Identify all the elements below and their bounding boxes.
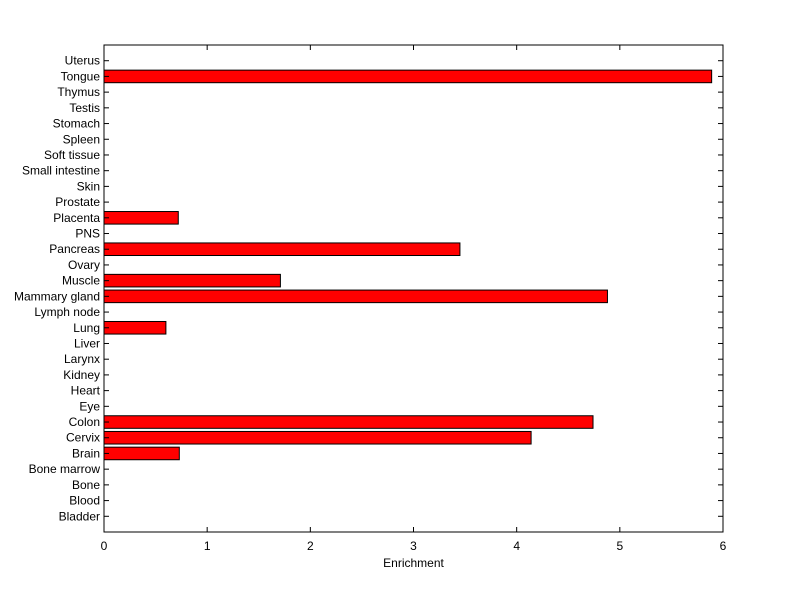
y-tick-label-small-intestine: Small intestine	[22, 164, 100, 178]
y-tick-label-lung: Lung	[73, 321, 100, 335]
y-tick-label-bone-marrow: Bone marrow	[29, 462, 101, 476]
bars-group	[103, 69, 713, 461]
y-tick-label-skin: Skin	[77, 179, 100, 193]
x-axis-title: Enrichment	[383, 556, 444, 570]
y-tick-label-tongue: Tongue	[61, 69, 101, 83]
y-tick-label-blood: Blood	[69, 494, 100, 508]
y-tick-label-pancreas: Pancreas	[49, 242, 100, 256]
y-tick-label-brain: Brain	[72, 446, 100, 460]
y-tick-label-prostate: Prostate	[55, 195, 100, 209]
y-tick-label-kidney: Kidney	[63, 368, 100, 382]
y-tick-label-larynx: Larynx	[64, 352, 100, 366]
y-tick-label-placenta: Placenta	[53, 211, 100, 225]
y-tick-label-mammary-gland: Mammary gland	[14, 289, 100, 303]
plot-frame	[103, 44, 724, 533]
x-tick-label: 6	[720, 539, 727, 553]
y-tick-label-eye: Eye	[79, 399, 100, 413]
bar-cervix	[103, 430, 532, 445]
bar-brain	[103, 446, 180, 461]
bar-muscle	[103, 273, 281, 288]
y-tick-label-pns: PNS	[75, 227, 100, 241]
y-tick-label-soft-tissue: Soft tissue	[44, 148, 100, 162]
bar-tongue	[103, 69, 713, 84]
y-tick-label-bladder: Bladder	[59, 509, 100, 523]
x-tick-label: 0	[101, 539, 108, 553]
y-tick-label-spleen: Spleen	[63, 132, 100, 146]
y-tick-label-lymph-node: Lymph node	[34, 305, 100, 319]
y-tick-label-cervix: Cervix	[66, 431, 100, 445]
y-tick-label-thymus: Thymus	[57, 85, 100, 99]
bar-lung	[103, 320, 167, 335]
y-tick-label-muscle: Muscle	[62, 274, 100, 288]
x-tick-label: 5	[616, 539, 623, 553]
x-tick-label: 3	[410, 539, 417, 553]
y-tick-label-stomach: Stomach	[53, 117, 100, 131]
y-tick-label-testis: Testis	[69, 101, 100, 115]
y-tick-label-heart: Heart	[71, 384, 101, 398]
y-tick-label-bone: Bone	[72, 478, 100, 492]
y-tick-label-liver: Liver	[74, 336, 100, 350]
x-tick-label: 4	[513, 539, 520, 553]
bar-mammary-gland	[103, 289, 608, 304]
bar-colon	[103, 415, 594, 429]
bar-placenta	[103, 211, 179, 225]
x-tick-label: 2	[307, 539, 314, 553]
ticks-group	[103, 45, 724, 532]
x-tick-label: 1	[204, 539, 211, 553]
y-tick-label-ovary: Ovary	[68, 258, 100, 272]
y-tick-label-uterus: Uterus	[65, 54, 100, 68]
y-tick-label-colon: Colon	[69, 415, 100, 429]
bar-pancreas	[103, 242, 461, 257]
